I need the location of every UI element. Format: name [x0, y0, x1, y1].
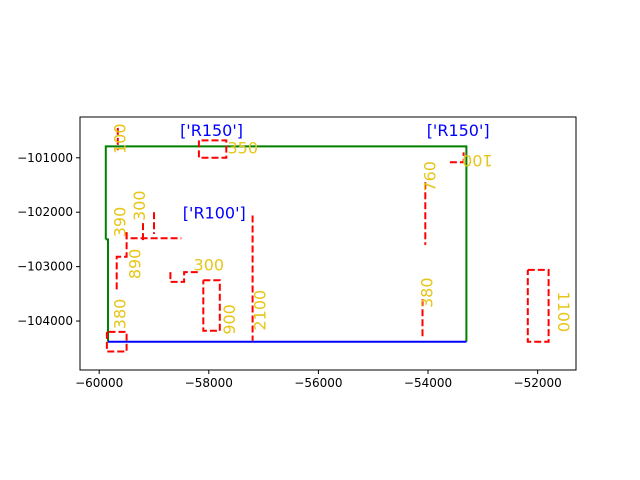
y-tick-label-3: −104000	[17, 314, 73, 328]
annotation-label-6: 390	[111, 207, 130, 238]
annotation-label-11: 2100	[250, 290, 269, 331]
annotation-label-13: 380	[418, 277, 437, 308]
annotation-label-7: 890	[125, 249, 144, 280]
series-line-10	[202, 279, 221, 332]
annotation-label-3: 100	[111, 123, 130, 154]
x-tick-label-3: −54000	[404, 376, 452, 390]
annotation-label-0: ['R150']	[180, 121, 243, 140]
series-line-1	[105, 238, 109, 342]
x-tick-label-1: −58000	[185, 376, 233, 390]
plot-frame	[79, 116, 577, 371]
y-axis: −101000 −102000 −103000 −104000	[17, 151, 80, 328]
annotation-label-1: ['R150']	[427, 121, 490, 140]
annotation-label-4: 350	[228, 139, 259, 158]
y-tick-label-0: −101000	[17, 151, 73, 165]
annotation-label-15: 1100	[554, 291, 573, 332]
annotation-label-2: ['R100']	[183, 203, 246, 222]
x-axis: −60000 −58000 −56000 −54000 −52000	[75, 370, 562, 390]
annotation-label-10: 900	[220, 304, 239, 335]
series-line-12	[105, 330, 128, 353]
y-tick-label-1: −102000	[17, 205, 73, 219]
annotation-label-5: 300	[130, 190, 149, 221]
x-tick-label-2: −56000	[294, 376, 342, 390]
series-line-4	[197, 139, 228, 159]
series-line-8	[115, 232, 128, 290]
x-tick-label-4: −52000	[514, 376, 562, 390]
x-tick-label-0: −60000	[75, 376, 123, 390]
series-line-0	[104, 145, 468, 342]
annotation-label-9: 380	[111, 299, 130, 330]
annotation-label-12: 760	[420, 161, 439, 192]
y-tick-label-2: −103000	[17, 260, 73, 274]
annotation-label-14: 100	[462, 151, 493, 170]
series-line-16	[526, 268, 550, 343]
annotation-label-8: 300	[194, 256, 225, 275]
series-line-9	[169, 271, 201, 283]
series-line-15	[449, 152, 465, 164]
